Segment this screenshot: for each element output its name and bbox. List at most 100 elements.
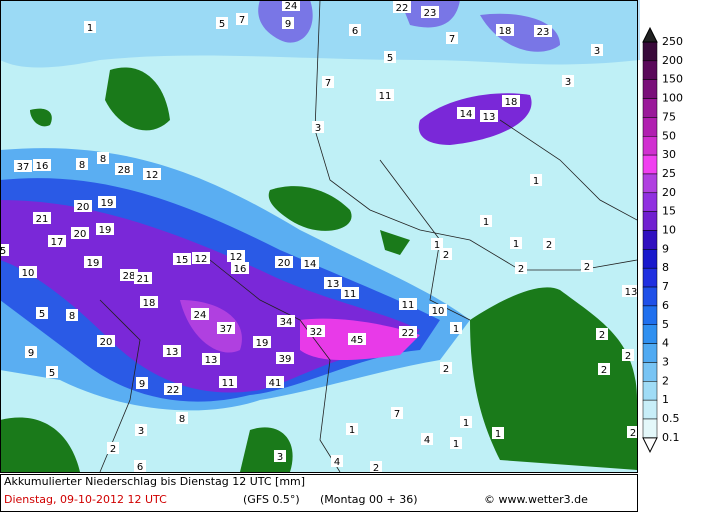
legend-label: 200 [662, 54, 683, 67]
value-label: 39 [279, 354, 292, 365]
value-label: 1 [533, 176, 539, 187]
value-label: 8 [100, 154, 106, 165]
legend-label: 7 [662, 280, 669, 293]
label-box [346, 423, 358, 435]
label-box [622, 285, 640, 297]
legend-label: 0.1 [662, 431, 680, 444]
value-label: 6 [352, 26, 358, 37]
legend-label: 25 [662, 167, 676, 180]
legend-label: 3 [662, 355, 669, 368]
map-frame [0, 0, 638, 473]
label-box [134, 460, 146, 472]
label-box [164, 383, 182, 395]
legend-swatch [642, 211, 658, 231]
label-box [97, 335, 115, 347]
label-box [301, 257, 319, 269]
legend-swatch [642, 41, 658, 62]
label-box [596, 328, 608, 340]
legend-swatch [642, 98, 658, 118]
label-box [282, 17, 294, 29]
label-box [399, 326, 417, 338]
value-label: 5 [49, 368, 55, 379]
value-label: 5 [387, 53, 393, 64]
value-label: 4 [424, 435, 430, 446]
value-label: 21 [36, 214, 49, 225]
legend-label: 5 [662, 318, 669, 331]
value-label: 28 [118, 165, 131, 176]
label-box [391, 407, 403, 419]
value-label: 3 [277, 452, 283, 463]
value-label: 22 [167, 385, 180, 396]
value-label: 2 [630, 428, 636, 439]
label-box [480, 110, 498, 122]
legend-label: 8 [662, 261, 669, 274]
value-label: 11 [379, 91, 392, 102]
value-label: 24 [285, 1, 298, 12]
value-label: 1 [463, 418, 469, 429]
value-label: 7 [449, 34, 455, 45]
label-box [440, 248, 452, 260]
label-box [331, 455, 343, 467]
value-label: 1 [87, 23, 93, 34]
label-box [97, 152, 109, 164]
legend-label: 75 [662, 110, 676, 123]
label-box [591, 44, 603, 56]
value-label: 8 [79, 160, 85, 171]
label-box [236, 13, 248, 25]
value-label: 7 [394, 409, 400, 420]
label-box [421, 433, 433, 445]
label-box [562, 75, 574, 87]
label-box [450, 437, 462, 449]
label-box [134, 272, 152, 284]
label-box [71, 227, 89, 239]
label-box [370, 461, 382, 473]
value-label: 2 [373, 463, 379, 474]
label-box [515, 262, 527, 274]
label-box [33, 159, 51, 171]
value-label: 1 [434, 240, 440, 251]
value-label: 1 [513, 239, 519, 250]
value-label: 5 [0, 246, 6, 257]
legend-label: 2 [662, 374, 669, 387]
label-box [307, 325, 325, 337]
value-label: 13 [625, 287, 638, 298]
value-label: 3 [565, 77, 571, 88]
label-box [431, 238, 443, 250]
label-box [173, 253, 191, 265]
label-box [66, 309, 78, 321]
value-label: 1 [483, 217, 489, 228]
value-label: 2 [625, 351, 631, 362]
value-label: 19 [101, 198, 114, 209]
label-box [84, 21, 96, 33]
legend: 250 200 150 100 75 50 30 25 20 15 10 9 8 7 6 5 4 3 2 1 0.5 0.… [642, 26, 683, 453]
value-label: 23 [537, 27, 550, 38]
label-box [115, 163, 133, 175]
legend-swatch [642, 286, 658, 307]
footer-box [0, 474, 638, 512]
value-label: 2 [601, 365, 607, 376]
legend-label: 50 [662, 129, 676, 142]
label-box [429, 304, 447, 316]
legend-label: 20 [662, 186, 676, 199]
legend-swatch [642, 173, 658, 194]
value-label: 1 [453, 324, 459, 335]
label-box [25, 346, 37, 358]
legend-label: 6 [662, 299, 669, 312]
value-label: 13 [205, 355, 218, 366]
value-label: 18 [505, 97, 518, 108]
label-box [163, 345, 181, 357]
value-label: 5 [39, 309, 45, 320]
value-label: 12 [195, 254, 208, 265]
value-label: 6 [137, 462, 143, 473]
value-label: 2 [443, 364, 449, 375]
label-box [348, 333, 366, 345]
label-box [191, 308, 209, 320]
value-label: 1 [349, 425, 355, 436]
legend-label: 9 [662, 242, 669, 255]
legend-label: 15 [662, 205, 676, 218]
label-box [227, 250, 245, 262]
label-box [274, 450, 286, 462]
model: (GFS 0.5°) [243, 493, 300, 506]
label-box [176, 412, 188, 424]
